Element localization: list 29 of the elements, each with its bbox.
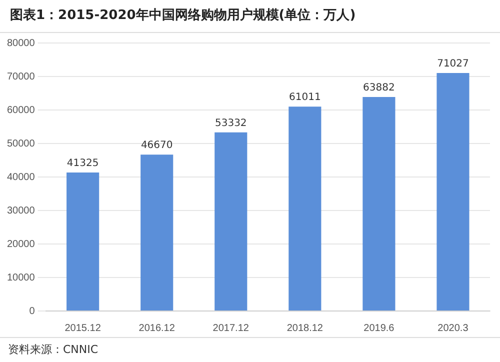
x-tick-label: 2016.12 — [138, 322, 176, 334]
y-tick-label: 80000 — [6, 38, 36, 49]
text: 资料来源：CNNIC — [0, 337, 500, 362]
bar — [436, 73, 470, 310]
x-tick-label: 2020.3 — [438, 322, 469, 334]
bar — [66, 172, 100, 310]
bar — [140, 154, 174, 310]
data-label: 61011 — [289, 92, 321, 104]
y-tick-label: 60000 — [6, 104, 36, 116]
bar — [214, 132, 248, 310]
chart-title: 图表1：2015-2020年中国网络购物用户规模(单位：万人) — [0, 0, 500, 33]
y-tick-label: 20000 — [6, 238, 36, 250]
data-label: 46670 — [140, 140, 173, 152]
data-label: 71027 — [437, 58, 469, 70]
data-label: 41325 — [66, 158, 99, 170]
x-tick-label: 2017.12 — [212, 322, 250, 334]
data-label: 53332 — [214, 118, 247, 129]
x-tick-label: 2019.6 — [364, 322, 395, 334]
data-label: 63882 — [363, 82, 395, 94]
y-tick-label: 40000 — [6, 172, 36, 183]
bar — [362, 96, 396, 310]
y-tick-label: 50000 — [6, 138, 36, 150]
bar — [288, 106, 322, 310]
y-tick-label: 10000 — [6, 272, 36, 284]
x-tick-label: 2018.12 — [286, 322, 324, 334]
x-tick-label: 2015.12 — [64, 322, 102, 334]
y-tick-label: 30000 — [6, 205, 36, 216]
y-tick-label: 70000 — [6, 71, 36, 82]
y-tick-label: 0 — [29, 306, 36, 317]
